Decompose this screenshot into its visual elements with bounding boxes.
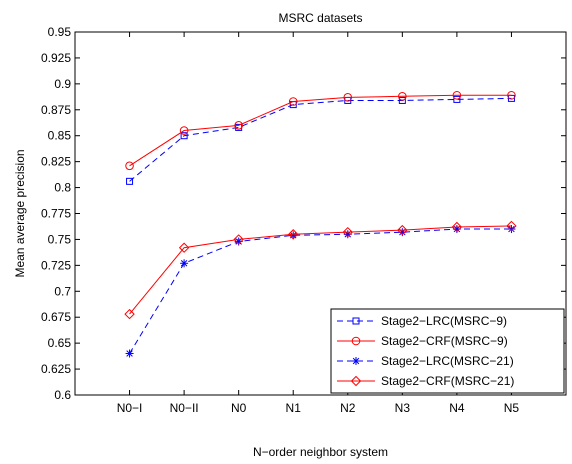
data-point	[288, 97, 298, 106]
legend-item: Stage2−CRF(MSRC−9)	[337, 334, 508, 348]
series-layer	[124, 90, 517, 358]
series-line	[129, 94, 512, 167]
series-line	[129, 97, 512, 182]
legend-item: Stage2−LRC(MSRC−21)	[337, 354, 514, 368]
legend-label: Stage2−CRF(MSRC−21)	[381, 374, 514, 388]
data-point	[234, 121, 243, 130]
data-point	[178, 242, 190, 253]
data-point	[397, 224, 408, 236]
y-tick-label: 0.95	[48, 25, 72, 39]
series-line	[129, 228, 512, 354]
data-point	[125, 349, 134, 358]
legend-label: Stage2−LRC(MSRC−9)	[381, 314, 507, 328]
legend-marker	[352, 317, 360, 325]
legend-item: Stage2−CRF(MSRC−21)	[337, 374, 514, 388]
x-tick-label: N1	[286, 401, 302, 415]
x-tick-label: N5	[504, 401, 520, 415]
data-point	[343, 93, 353, 102]
x-tick-label: N0−II	[170, 401, 199, 415]
legend: Stage2−LRC(MSRC−9) Stage2−CRF(MSRC−9) Stag…	[330, 308, 565, 394]
data-point	[507, 90, 516, 100]
y-tick-label: 0.6	[54, 388, 71, 402]
x-tick-label: N4	[449, 401, 465, 415]
y-tick-label: 0.85	[48, 129, 72, 143]
y-tick-label: 0.675	[41, 310, 71, 324]
x-tick-label: N2	[340, 401, 356, 415]
series-4	[124, 220, 517, 320]
data-point	[180, 259, 189, 268]
y-tick-label: 0.825	[41, 155, 71, 169]
data-point	[398, 96, 406, 104]
y-tick-label: 0.875	[41, 103, 71, 117]
axis-ticks: 0.6 0.625 0.65 0.675 0.7 0.725 0.75 0.775 0.8 0.8…	[41, 25, 566, 415]
data-point	[124, 308, 135, 320]
y-tick-label: 0.925	[41, 51, 71, 65]
x-tick-label: N3	[395, 401, 411, 415]
data-point	[125, 161, 134, 171]
y-tick-label: 0.9	[54, 77, 71, 91]
x-tick-label: N0	[231, 401, 247, 415]
data-point	[126, 177, 134, 185]
legend-label: Stage2−LRC(MSRC−21)	[381, 354, 514, 368]
y-tick-label: 0.8	[54, 181, 71, 195]
y-tick-label: 0.725	[41, 258, 71, 272]
data-point	[342, 226, 353, 238]
data-point	[506, 220, 517, 232]
y-tick-label: 0.625	[41, 362, 71, 376]
series-line	[129, 225, 512, 315]
legend-box	[330, 308, 565, 394]
data-point	[180, 132, 188, 140]
legend-marker	[351, 336, 361, 346]
data-point	[452, 90, 462, 100]
data-point	[288, 229, 299, 240]
y-tick-label: 0.75	[48, 232, 72, 246]
series-2	[125, 90, 516, 171]
legend-label: Stage2−CRF(MSRC−9)	[381, 334, 508, 348]
chart-title: MSRC datasets	[278, 11, 362, 25]
y-axis-label: Mean average precision	[13, 149, 27, 277]
data-point	[233, 234, 244, 245]
y-tick-label: 0.775	[41, 207, 71, 221]
legend-marker	[352, 357, 360, 365]
y-tick-label: 0.65	[48, 336, 72, 350]
legend-marker	[350, 375, 362, 387]
x-tick-label: N0−I	[117, 401, 143, 415]
data-point	[398, 92, 407, 101]
y-tick-label: 0.7	[54, 284, 71, 298]
x-axis-label: N−order neighbor system	[253, 445, 388, 459]
data-point	[453, 95, 461, 103]
legend-item: Stage2−LRC(MSRC−9)	[337, 314, 507, 328]
data-point	[179, 126, 189, 135]
data-point	[451, 221, 463, 233]
